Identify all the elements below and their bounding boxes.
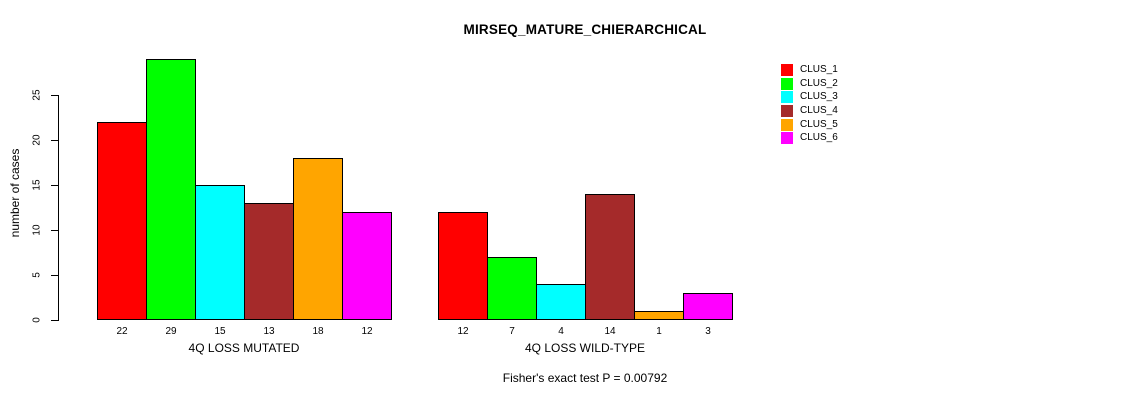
y-axis-line [58,95,59,321]
bar-clus_6 [683,293,733,320]
y-axis-title: number of cases [8,148,22,238]
y-axis-tick [51,95,58,96]
legend-swatch [781,64,793,76]
bar-value-label: 12 [457,326,469,337]
y-axis-tick-label: 15 [31,179,43,191]
y-axis-tick [51,275,58,276]
y-axis-tick [51,230,58,231]
legend-item: CLUS_1 [781,64,838,76]
legend-swatch [781,105,793,118]
legend-label: CLUS_4 [800,105,838,117]
legend-item: CLUS_4 [781,105,838,118]
legend-item: CLUS_3 [781,91,838,104]
y-axis-tick-label: 25 [31,89,43,101]
group-label: 4Q LOSS MUTATED [188,341,300,355]
bar-clus_4 [244,203,294,320]
bar-clus_1 [97,122,147,320]
bar-clus_2 [146,59,196,320]
legend-item: CLUS_6 [781,132,838,145]
bar-clus_3 [195,185,245,320]
legend-item: CLUS_5 [781,118,838,131]
legend-label: CLUS_3 [800,91,838,103]
bar-value-label: 14 [604,326,616,337]
legend-item: CLUS_2 [781,77,838,90]
bar-value-label: 29 [165,326,177,337]
bar-value-label: 4 [558,326,564,337]
bar-value-label: 18 [312,326,324,337]
y-axis-tick-label: 10 [31,224,43,236]
legend-label: CLUS_1 [800,64,838,75]
legend-swatch [781,132,793,145]
bar-clus_5 [293,158,343,320]
legend-swatch [781,118,793,131]
bar-clus_5 [634,311,684,320]
bar-value-label: 3 [705,326,711,337]
legend-swatch [781,77,793,90]
bar-clus_3 [536,284,586,320]
bar-clus_1 [438,212,488,320]
bar-value-label: 7 [509,326,515,337]
bar-clus_6 [342,212,392,320]
group-label: 4Q LOSS WILD-TYPE [524,341,646,355]
y-axis-tick [51,320,58,321]
bar-value-label: 15 [214,326,226,337]
bar-clus_4 [585,194,635,320]
bar-value-label: 1 [656,326,662,337]
y-axis-tick [51,140,58,141]
y-axis-tick-label: 20 [31,134,43,146]
y-axis-tick [51,185,58,186]
legend: CLUS_1 CLUS_2 CLUS_3 CLUS_4 CLUS_5 CLUS_6 [781,64,838,145]
bar-value-label: 12 [361,326,373,337]
legend-label: CLUS_6 [800,132,838,144]
legend-label: CLUS_2 [800,77,838,89]
bar-clus_2 [487,257,537,320]
legend-swatch [781,91,793,104]
chart-title: MIRSEQ_MATURE_CHIERARCHICAL [463,22,707,37]
y-axis-tick-label: 5 [31,272,43,278]
bar-value-label: 22 [116,326,128,337]
y-axis-tick-label: 0 [31,317,43,323]
bar-value-label: 13 [263,326,275,337]
stat-caption: Fisher's exact test P = 0.00792 [502,371,668,385]
legend-label: CLUS_5 [800,118,838,130]
